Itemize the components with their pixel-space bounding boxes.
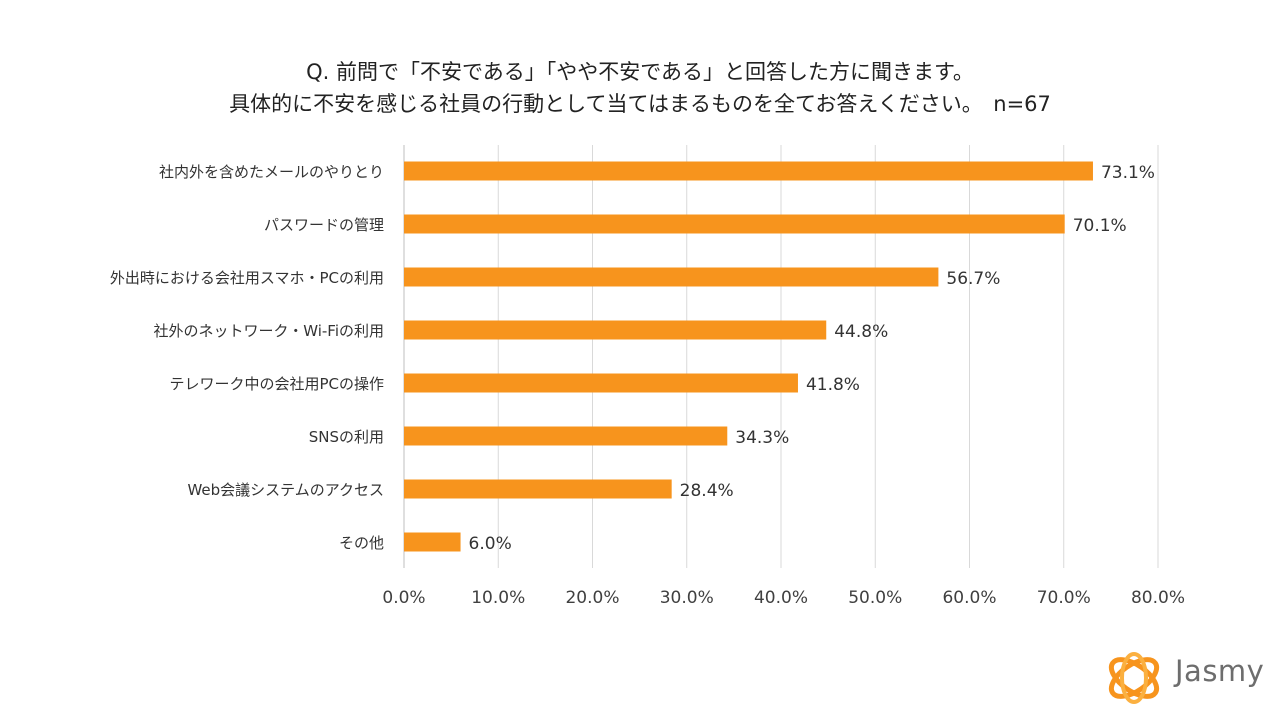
category-label: Web会議システムのアクセス: [187, 481, 384, 499]
x-tick-label: 50.0%: [848, 588, 902, 608]
x-tick-label: 0.0%: [382, 588, 425, 608]
category-label: その他: [339, 534, 384, 552]
value-label: 41.8%: [806, 375, 860, 395]
x-tick-label: 40.0%: [754, 588, 808, 608]
bar: [404, 426, 728, 446]
value-label: 28.4%: [680, 481, 734, 501]
x-tick-label: 20.0%: [565, 588, 619, 608]
value-label: 44.8%: [834, 322, 888, 342]
value-label: 6.0%: [469, 534, 512, 554]
x-tick-label: 80.0%: [1131, 588, 1185, 608]
bar: [404, 532, 461, 552]
x-tick-label: 10.0%: [471, 588, 525, 608]
category-label: SNSの利用: [309, 428, 384, 446]
chart-title-line-2: 具体的に不安を感じる社員の行動として当てはまるものを全てお答えください。 n=6…: [229, 92, 1051, 116]
value-label: 70.1%: [1073, 216, 1127, 236]
chart-title-line-1: Q. 前問で「不安である」「やや不安である」と回答した方に聞きます。: [306, 60, 974, 84]
jasmy-logo-text: Jasmy: [1175, 654, 1265, 688]
bar: [404, 373, 798, 393]
bar: [404, 214, 1065, 234]
category-label: パスワードの管理: [264, 216, 384, 234]
value-label: 56.7%: [946, 269, 1000, 289]
bar: [404, 161, 1093, 181]
category-label: テレワーク中の会社用PCの操作: [169, 375, 384, 393]
chart-title: Q. 前問で「不安である」「やや不安である」と回答した方に聞きます。 具体的に不…: [0, 56, 1280, 120]
category-label: 社外のネットワーク・Wi-Fiの利用: [154, 322, 385, 340]
bar: [404, 267, 939, 287]
jasmy-logo-mark-icon: [1108, 652, 1160, 704]
category-label: 外出時における会社用スマホ・PCの利用: [110, 269, 384, 287]
bar: [404, 320, 827, 340]
value-label: 34.3%: [735, 428, 789, 448]
category-label: 社内外を含めたメールのやりとり: [159, 163, 384, 181]
value-label: 73.1%: [1101, 163, 1155, 183]
bar: [404, 479, 672, 499]
jasmy-logo: Jasmy: [1100, 640, 1270, 710]
x-tick-label: 30.0%: [660, 588, 714, 608]
x-tick-label: 60.0%: [942, 588, 996, 608]
x-tick-label: 70.0%: [1037, 588, 1091, 608]
